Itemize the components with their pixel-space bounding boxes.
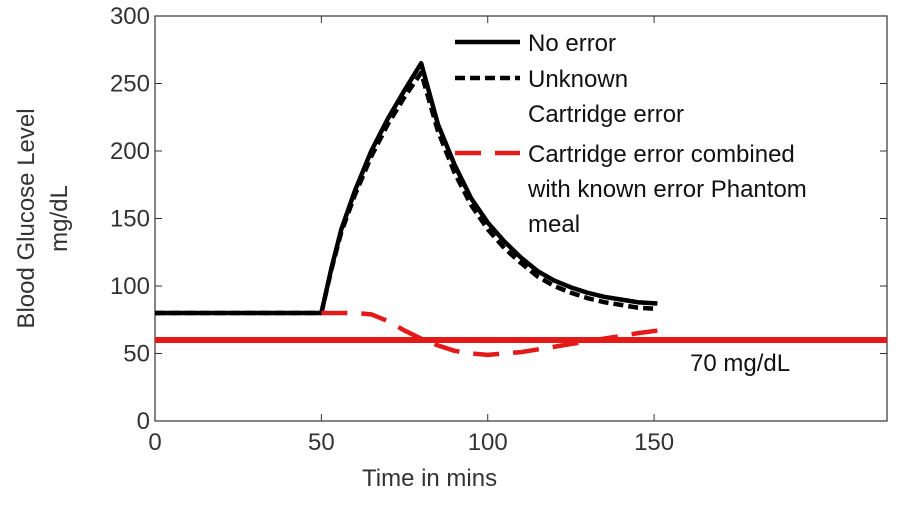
- tick-labels: 0 50 100 150 0 50 100 150 200 250 300: [110, 3, 674, 456]
- legend-label-2: Cartridge error: [528, 101, 684, 128]
- y-tick-label: 0: [137, 408, 150, 435]
- y-tick-label: 100: [110, 273, 150, 300]
- legend-label-3: meal: [528, 211, 580, 238]
- axis-ticks: [154, 15, 887, 422]
- y-axis-label-line-1: Blood Glucose Level: [13, 108, 40, 328]
- y-axis-label-line-2: mg/dL: [46, 185, 73, 252]
- x-tick-label: 50: [308, 429, 335, 456]
- reference-line-label: 70 mg/dL: [690, 350, 790, 377]
- series-line-2: [155, 70, 658, 316]
- legend: No error Unknown Cartridge error Cartridge …: [455, 30, 807, 238]
- y-tick-label: 50: [123, 341, 150, 368]
- x-tick-label: 100: [468, 429, 508, 456]
- y-axis-label: Blood Glucose Level mg/dL: [13, 108, 73, 328]
- annotations: 70 mg/dL: [690, 350, 790, 377]
- y-tick-label: 150: [110, 206, 150, 233]
- y-tick-label: 250: [110, 71, 150, 98]
- y-tick-label: 300: [110, 3, 150, 30]
- legend-label-3: Cartridge error combined: [528, 141, 795, 168]
- legend-label-2: Unknown: [528, 66, 628, 93]
- x-axis-label: Time in mins: [362, 465, 497, 492]
- legend-label-3: with known error Phantom: [527, 176, 807, 203]
- series-line-3: [321, 310, 658, 358]
- series-lines: [155, 61, 658, 358]
- y-tick-label: 200: [110, 138, 150, 165]
- x-tick-label: 150: [634, 429, 674, 456]
- legend-label-1: No error: [528, 30, 616, 57]
- x-tick-label: 0: [148, 429, 161, 456]
